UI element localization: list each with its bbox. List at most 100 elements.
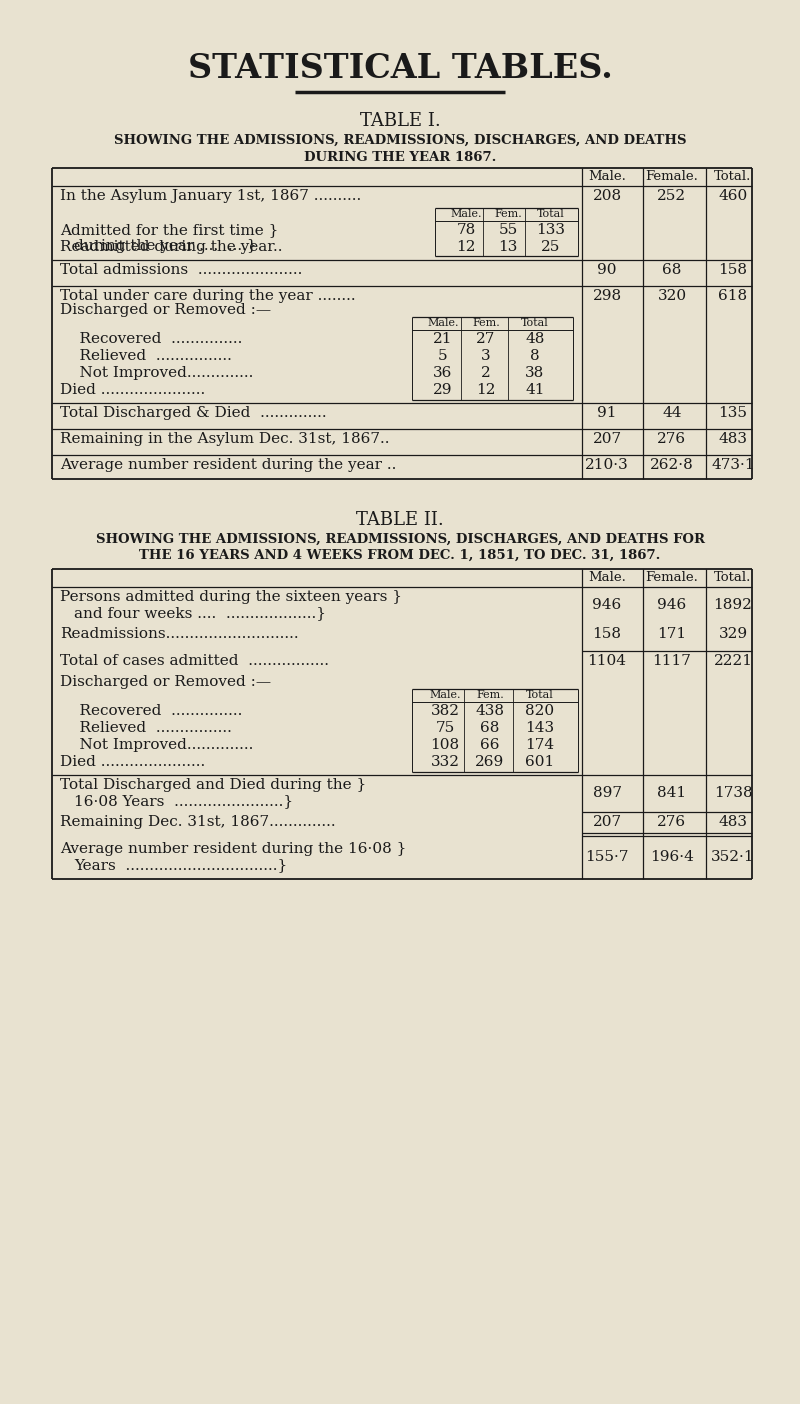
Text: 1117: 1117 [653,654,691,668]
Text: 75: 75 [435,722,454,736]
Text: 91: 91 [598,406,617,420]
Text: Fem.: Fem. [494,209,522,219]
Text: 133: 133 [537,223,566,237]
Text: Female.: Female. [646,571,698,584]
Text: 269: 269 [475,755,505,769]
Text: Relieved  ................: Relieved ................ [60,722,232,736]
Text: Fem.: Fem. [472,317,500,329]
Text: Discharged or Removed :—: Discharged or Removed :— [60,303,271,317]
Text: 196·4: 196·4 [650,849,694,863]
Text: Male.: Male. [430,689,461,701]
Text: 2221: 2221 [714,654,753,668]
Text: Total Discharged and Died during the }: Total Discharged and Died during the } [60,778,366,792]
Text: 13: 13 [498,240,518,254]
Text: 298: 298 [593,289,622,303]
Text: 460: 460 [718,190,748,204]
Text: 158: 158 [718,263,747,277]
Text: 108: 108 [430,739,459,753]
Text: 329: 329 [718,628,747,642]
Text: 320: 320 [658,289,686,303]
Text: Admitted for the first time }: Admitted for the first time } [60,223,278,237]
Text: 210·3: 210·3 [585,458,629,472]
Text: Recovered  ...............: Recovered ............... [60,703,242,717]
Text: 29: 29 [434,383,453,397]
Text: 5: 5 [438,350,448,364]
Text: Readmissions............................: Readmissions............................ [60,628,298,642]
Text: 143: 143 [526,722,554,736]
Text: Died ......................: Died ...................... [60,383,206,397]
Text: Died ......................: Died ...................... [60,755,206,769]
Text: 27: 27 [476,331,496,345]
Text: 55: 55 [498,223,518,237]
Text: Male.: Male. [450,209,482,219]
Text: 438: 438 [475,703,505,717]
Text: Male.: Male. [588,571,626,584]
Text: SHOWING THE ADMISSIONS, READMISSIONS, DISCHARGES, AND DEATHS: SHOWING THE ADMISSIONS, READMISSIONS, DI… [114,133,686,147]
Text: 1738: 1738 [714,786,752,800]
Text: 382: 382 [430,703,459,717]
Text: 78: 78 [456,223,476,237]
Text: 12: 12 [456,240,476,254]
Text: 618: 618 [718,289,747,303]
Text: Remaining Dec. 31st, 1867..............: Remaining Dec. 31st, 1867.............. [60,814,336,828]
Text: In the Asylum January 1st, 1867 ..........: In the Asylum January 1st, 1867 ........… [60,190,362,204]
Text: STATISTICAL TABLES.: STATISTICAL TABLES. [187,52,613,86]
Text: 48: 48 [526,331,545,345]
Text: 208: 208 [593,190,622,204]
Text: 174: 174 [526,739,554,753]
Text: 36: 36 [434,366,453,380]
Text: Years  ................................}: Years ................................} [74,858,287,872]
Text: 601: 601 [526,755,554,769]
Text: 12: 12 [476,383,496,397]
Text: 68: 68 [662,263,682,277]
Text: 820: 820 [526,703,554,717]
Text: Relieved  ................: Relieved ................ [60,350,232,364]
Text: Not Improved..............: Not Improved.............. [60,739,254,753]
Text: TABLE I.: TABLE I. [360,112,440,131]
Text: TABLE II.: TABLE II. [356,511,444,529]
Text: 352·1: 352·1 [711,849,755,863]
Text: 262·8: 262·8 [650,458,694,472]
Text: 483: 483 [718,814,747,828]
Text: 2: 2 [481,366,491,380]
Text: Total admissions  ......................: Total admissions ...................... [60,263,302,277]
Text: 276: 276 [658,432,686,446]
Text: 252: 252 [658,190,686,204]
Text: 158: 158 [593,628,622,642]
Text: 155·7: 155·7 [586,849,629,863]
Text: Total: Total [521,317,549,329]
Text: 68: 68 [480,722,500,736]
Text: 946: 946 [592,598,622,612]
Text: THE 16 YEARS AND 4 WEEKS FROM DEC. 1, 1851, TO DEC. 31, 1867.: THE 16 YEARS AND 4 WEEKS FROM DEC. 1, 18… [139,549,661,562]
Text: 171: 171 [658,628,686,642]
Text: 38: 38 [526,366,545,380]
Text: 8: 8 [530,350,540,364]
Text: 66: 66 [480,739,500,753]
Text: Male.: Male. [588,170,626,183]
Text: 25: 25 [542,240,561,254]
Text: Fem.: Fem. [476,689,504,701]
Text: during the year ....  ....}: during the year .... ....} [74,239,257,253]
Text: Total.: Total. [714,170,752,183]
Text: 90: 90 [598,263,617,277]
Text: 207: 207 [593,814,622,828]
Text: Total under care during the year ........: Total under care during the year .......… [60,289,356,303]
Text: Total.: Total. [714,571,752,584]
Text: Discharged or Removed :—: Discharged or Removed :— [60,675,271,689]
Text: 1104: 1104 [587,654,626,668]
Text: Average number resident during the 16·08 }: Average number resident during the 16·08… [60,842,406,856]
Text: 3: 3 [481,350,491,364]
Text: 41: 41 [526,383,545,397]
Text: DURING THE YEAR 1867.: DURING THE YEAR 1867. [304,152,496,164]
Text: 207: 207 [593,432,622,446]
Text: 473·1: 473·1 [711,458,755,472]
Text: 276: 276 [658,814,686,828]
Text: Female.: Female. [646,170,698,183]
Text: SHOWING THE ADMISSIONS, READMISSIONS, DISCHARGES, AND DEATHS FOR: SHOWING THE ADMISSIONS, READMISSIONS, DI… [95,534,705,546]
Text: Not Improved..............: Not Improved.............. [60,366,254,380]
Text: Total: Total [526,689,554,701]
Text: Remaining in the Asylum Dec. 31st, 1867..: Remaining in the Asylum Dec. 31st, 1867.… [60,432,390,446]
Text: and four weeks ....  ...................}: and four weeks .... ...................} [74,607,326,621]
Text: 841: 841 [658,786,686,800]
Text: Average number resident during the year ..: Average number resident during the year … [60,458,396,472]
